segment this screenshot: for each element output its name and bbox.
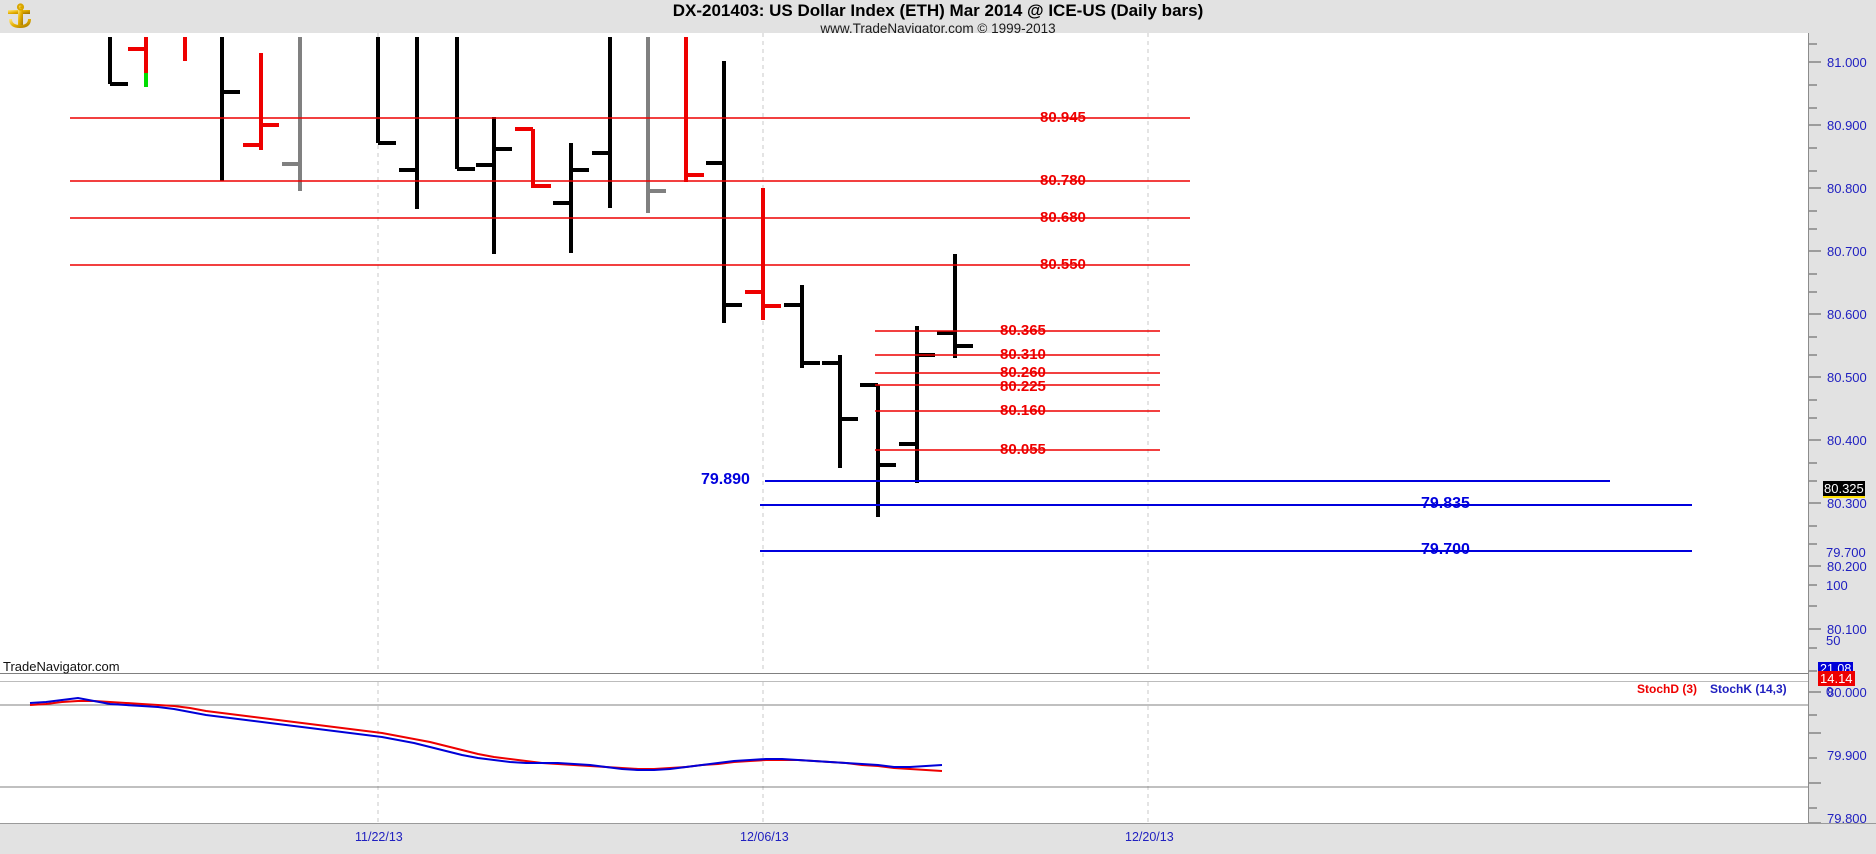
price-tick-80400: 80.400	[1827, 433, 1867, 448]
level-label-80225: 80.225	[1000, 378, 1046, 395]
price-tick-81000: 81.000	[1827, 55, 1867, 70]
price-tick-80500: 80.500	[1827, 370, 1867, 385]
price-tick-80300: 80.300	[1827, 496, 1867, 511]
chart-subtitle: www.TradeNavigator.com © 1999-2013	[820, 21, 1056, 36]
level-label-80160: 80.160	[1000, 402, 1046, 419]
level-label-80365: 80.365	[1000, 322, 1046, 339]
stochastic-plot-svg	[0, 682, 1808, 824]
price-tick-79700-visible: 79.700	[1826, 545, 1866, 560]
level-label-79835: 79.835	[1421, 495, 1470, 512]
stoch-k-line	[29, 696, 943, 771]
stoch-d-value-badge: 14.14	[1818, 671, 1855, 686]
header-band	[0, 0, 1876, 33]
watermark-tradenavigator: TradeNavigator.com	[3, 659, 120, 674]
price-pane[interactable]: 80.945 80.780 80.680 80.550 80.365 80.31…	[0, 33, 1808, 674]
price-tick-80700: 80.700	[1827, 244, 1867, 259]
stoch-tick-100: 100	[1826, 578, 1848, 593]
price-tick-80200: 80.200	[1827, 559, 1867, 574]
price-tick-80000: 80.000	[1827, 685, 1867, 700]
price-tick-80900: 80.900	[1827, 118, 1867, 133]
level-label-80680: 80.680	[1040, 209, 1086, 226]
stoch-tick-50: 50	[1826, 633, 1841, 648]
level-label-79890: 79.890	[701, 471, 750, 488]
legend-stoch-k: StochK (14,3)	[1710, 682, 1787, 696]
price-tick-80100: 80.100	[1827, 622, 1867, 637]
price-tick-80600: 80.600	[1827, 307, 1867, 322]
level-label-80945: 80.945	[1040, 109, 1086, 126]
trade-navigator-anchor-logo-icon	[4, 2, 36, 32]
level-label-80780: 80.780	[1040, 172, 1086, 189]
stochastic-pane[interactable]	[0, 681, 1808, 824]
axis-ticks-svg	[1809, 43, 1821, 823]
price-tick-79900: 79.900	[1827, 748, 1867, 763]
price-tick-79800: 79.800	[1827, 811, 1867, 826]
stoch-tick-0: 0	[1826, 684, 1834, 699]
date-axis-band[interactable]: 11/22/13 12/06/13 12/20/13	[0, 823, 1876, 854]
price-tick-80800: 80.800	[1827, 181, 1867, 196]
price-plot-svg	[70, 33, 1692, 673]
stoch-vertical-gridlines	[377, 682, 1149, 824]
chart-title: DX-201403: US Dollar Index (ETH) Mar 201…	[672, 1, 1204, 20]
legend-stoch-d: StochD (3)	[1637, 682, 1697, 696]
level-label-80550: 80.550	[1040, 256, 1086, 273]
support-lines	[760, 480, 1692, 552]
level-label-80260: 80.260	[1000, 364, 1046, 381]
resistance-lines	[70, 117, 1190, 451]
level-label-79700: 79.700	[1421, 541, 1470, 558]
level-label-80310: 80.310	[1000, 346, 1046, 363]
price-current-highlight: 80.325	[1823, 481, 1865, 498]
price-axis-pane[interactable]: 81.000 80.900 80.800 80.700 80.600 80.50…	[1808, 33, 1876, 826]
date-tick-3: 12/20/13	[1125, 830, 1174, 844]
ohlc-bars	[108, 37, 973, 517]
level-label-80055: 80.055	[1000, 441, 1046, 458]
stoch-reference-lines	[0, 704, 1808, 788]
date-tick-1: 11/22/13	[355, 830, 403, 844]
date-tick-2: 12/06/13	[740, 830, 789, 844]
